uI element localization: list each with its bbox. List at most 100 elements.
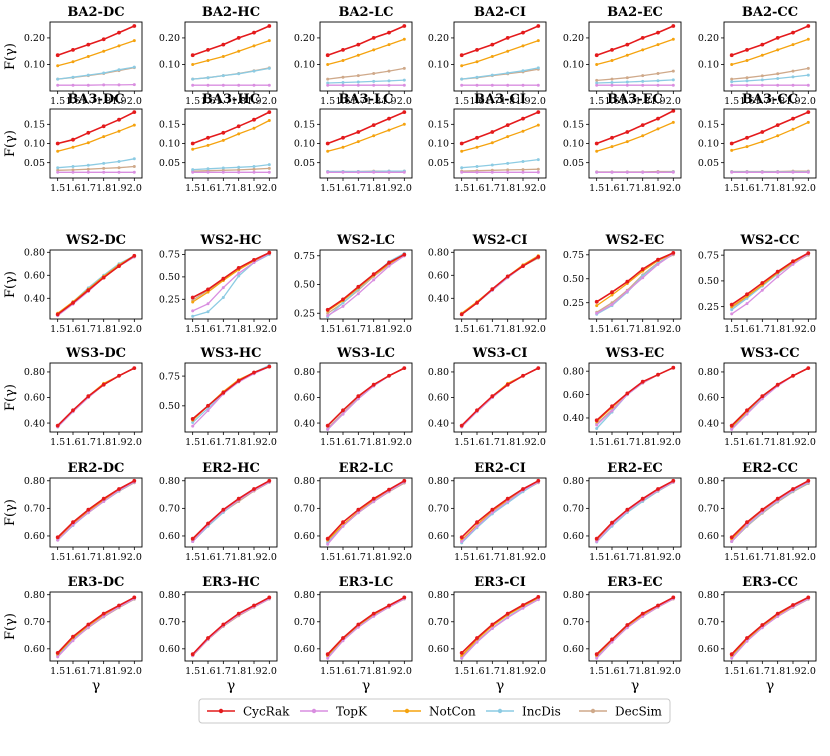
- subplot: BA3-LC0.050.100.151.5 1.6 1.7 1.8 1.9 2.0: [294, 92, 413, 194]
- data-point: [206, 403, 210, 408]
- data-point: [86, 141, 90, 145]
- subplot: BA3-CC0.050.100.151.5 1.6 1.7 1.8 1.9 2.0: [698, 92, 817, 194]
- x-tick-label: 1.6: [200, 552, 215, 563]
- data-point: [610, 637, 614, 642]
- data-point: [594, 141, 599, 146]
- data-point: [460, 77, 464, 81]
- series-line-notcon: [327, 597, 405, 657]
- data-point: [206, 636, 210, 640]
- data-point: [610, 59, 614, 62]
- data-point: [625, 391, 630, 396]
- series-line-cycrak: [596, 110, 674, 145]
- x-tick-label: 1.5: [50, 552, 65, 563]
- data-point: [536, 83, 540, 87]
- y-tick-label: 0.60: [294, 393, 315, 404]
- data-point: [521, 264, 525, 268]
- data-point: [117, 68, 121, 72]
- x-tick-label: 2.0: [127, 96, 142, 107]
- y-tick-label: 0.10: [428, 139, 449, 150]
- data-point: [656, 116, 660, 121]
- data-point: [237, 170, 241, 174]
- data-point: [671, 37, 675, 41]
- data-point: [625, 42, 630, 47]
- x-tick-label: 2.0: [801, 324, 816, 335]
- series-line-incdis: [731, 482, 809, 542]
- data-point: [267, 250, 272, 255]
- data-point: [656, 83, 660, 87]
- x-tick-label: 1.5: [454, 437, 469, 448]
- subplot-title: ER3-HC: [202, 575, 260, 590]
- y-tick-label: 0.60: [24, 644, 45, 655]
- x-axis-label: γ: [362, 678, 370, 694]
- data-point: [326, 311, 330, 315]
- series-line-incdis: [596, 481, 674, 543]
- data-point: [806, 478, 811, 483]
- y-tick-label: 0.15: [428, 120, 449, 131]
- y-tick-label: 0.80: [294, 367, 315, 378]
- subplot-title: WS3-DC: [65, 346, 126, 361]
- x-tick-label: 2.0: [531, 96, 546, 107]
- y-tick-label: 0.25: [698, 302, 719, 313]
- subplot-title: BA3-HC: [202, 92, 260, 107]
- y-tick-label: 0.60: [428, 393, 449, 404]
- subplot: WS2-EC 0.25 0.50 0.75 1.5 1.6 1.7 1.8 1.9 2.0: [563, 233, 682, 335]
- data-point: [610, 290, 614, 295]
- series-line-cycrak: [461, 25, 539, 56]
- series-line-decsim: [192, 167, 270, 172]
- y-tick-label: 0.80: [563, 476, 584, 487]
- data-point: [776, 77, 780, 80]
- data-point: [341, 59, 345, 62]
- data-point: [372, 83, 376, 87]
- data-point: [387, 43, 391, 47]
- data-point: [776, 134, 780, 138]
- legend: CycRak TopK NotCon IncDis DecSim: [198, 698, 671, 724]
- series-line-topk: [192, 481, 270, 542]
- subplot: WS3-DC 0.40 0.60 0.80 1.5 1.6 1.7 1.8 1.9 2.0 F(γ): [3, 346, 143, 448]
- data-point: [610, 640, 614, 644]
- data-point: [371, 36, 376, 40]
- data-point: [132, 253, 137, 258]
- data-point: [475, 170, 479, 174]
- data-point: [402, 24, 407, 28]
- plot-frame: [319, 591, 413, 662]
- data-point: [775, 36, 780, 40]
- subplot-title: BA2-CI: [474, 5, 526, 20]
- x-tick-label: 1.7: [755, 183, 770, 194]
- x-tick-label: 1.6: [739, 324, 754, 335]
- data-point: [102, 135, 106, 139]
- data-point: [221, 42, 226, 47]
- data-point: [791, 43, 795, 47]
- data-point: [102, 500, 106, 503]
- data-point: [190, 141, 195, 146]
- data-point: [460, 656, 464, 660]
- x-tick-label: 2.0: [262, 666, 277, 677]
- y-tick-label: 0.60: [563, 531, 584, 542]
- data-point: [402, 83, 406, 87]
- data-point: [505, 611, 510, 616]
- data-point: [86, 73, 90, 77]
- x-tick-label: 1.8: [770, 666, 785, 677]
- data-point: [595, 170, 599, 174]
- y-tick-label: 0.60: [294, 644, 315, 655]
- series-line-notcon: [192, 253, 270, 303]
- plot-frame: [49, 477, 143, 548]
- y-tick-label: 0.10: [294, 139, 315, 150]
- data-point: [71, 639, 75, 643]
- data-point: [101, 37, 106, 42]
- data-point: [625, 279, 630, 284]
- subplot-title: ER3-LC: [339, 575, 394, 590]
- data-point: [671, 78, 675, 82]
- data-point: [132, 170, 136, 174]
- y-tick-label: 0.70: [24, 617, 45, 628]
- data-point: [55, 141, 60, 146]
- data-point: [594, 536, 599, 541]
- data-point: [372, 134, 376, 138]
- x-tick-label: 1.8: [96, 552, 111, 563]
- data-point: [760, 170, 764, 174]
- x-tick-label: 2.0: [801, 96, 816, 107]
- data-point: [191, 421, 195, 424]
- data-point: [71, 145, 75, 149]
- y-tick-label: 0.70: [24, 504, 45, 515]
- x-tick-label: 1.6: [65, 437, 80, 448]
- y-tick-label: 0.50: [698, 276, 719, 287]
